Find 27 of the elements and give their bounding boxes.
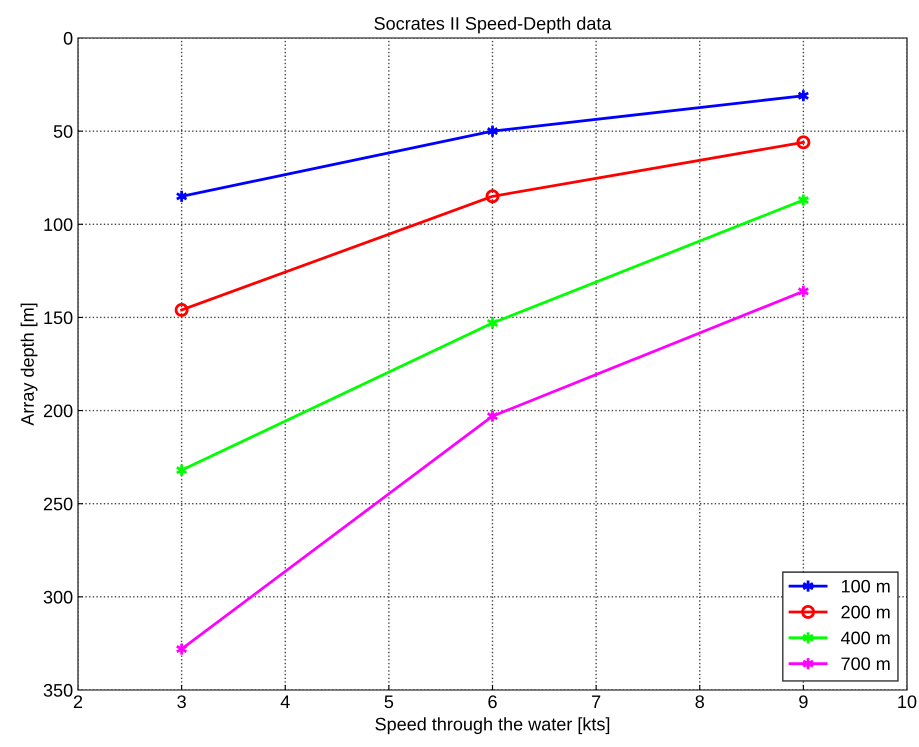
legend-label: 100 m (842, 580, 890, 593)
y-tick-label: 150 (44, 311, 72, 324)
y-tick-label: 350 (44, 684, 72, 697)
x-tick-label: 4 (280, 696, 290, 708)
chart-title: Socrates II Speed-Depth data (374, 16, 612, 34)
y-tick-label: 200 (44, 404, 72, 418)
y-tick-label: 100 (44, 218, 72, 232)
y-tick-label: 0 (64, 32, 72, 45)
y-axis-title: Array depth [m] (20, 304, 38, 426)
x-tick-label: 3 (177, 695, 186, 708)
x-tick-label: 10 (898, 695, 916, 708)
x-tick-label: 9 (799, 695, 808, 708)
x-tick-label: 8 (696, 695, 704, 708)
legend-label: 400 m (840, 632, 890, 644)
x-tick-label: 5 (384, 696, 394, 708)
y-tick-label: 50 (54, 125, 72, 138)
x-axis-title: Speed through the water [kts] (375, 717, 610, 734)
point (796, 135, 810, 150)
x-tick-label: 7 (592, 696, 600, 708)
y-tick-label: 300 (44, 590, 72, 604)
point (174, 303, 189, 317)
x-tick-label: 2 (74, 695, 82, 708)
x-tick-label: 6 (488, 695, 497, 708)
y-tick-label: 250 (44, 498, 72, 510)
point (486, 189, 500, 204)
legend-label: 700 m (842, 657, 890, 670)
legend-label: 200 m (841, 606, 890, 618)
